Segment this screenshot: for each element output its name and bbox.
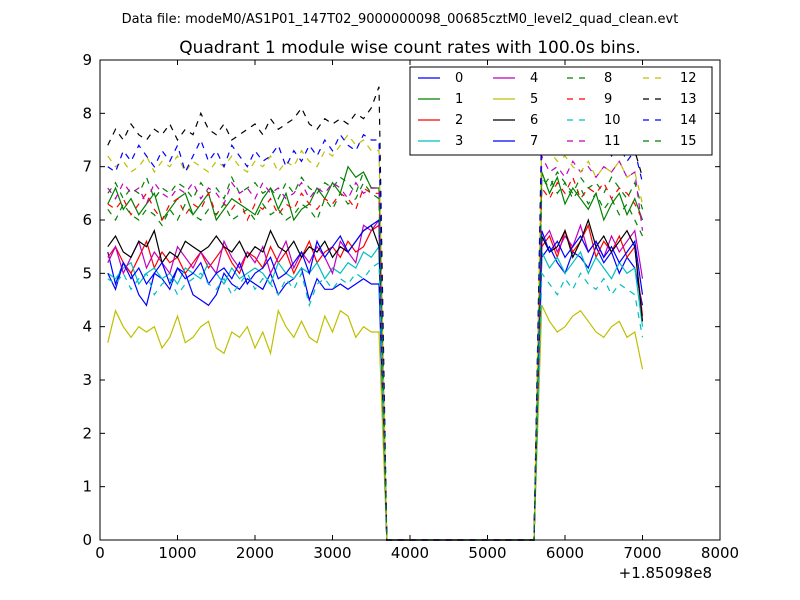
y-tick-label: 2 — [82, 424, 92, 442]
legend-label-1: 1 — [455, 92, 463, 107]
x-tick-label: 4000 — [391, 544, 429, 562]
series-line-9 — [107, 175, 644, 541]
series-line-15 — [107, 176, 644, 541]
legend-label-8: 8 — [604, 71, 612, 86]
x-tick-label: 6000 — [546, 544, 584, 562]
legend-label-10: 10 — [604, 113, 621, 128]
x-offset-label: +1.85098e8 — [619, 564, 712, 582]
series-line-0 — [107, 245, 644, 541]
series-line-10 — [107, 261, 644, 541]
legend-label-0: 0 — [455, 71, 463, 86]
y-tick-label: 4 — [82, 318, 92, 336]
legend-label-11: 11 — [604, 134, 621, 149]
x-tick-label: 3000 — [313, 544, 351, 562]
figure-suptitle: Data file: modeM0/AS1P01_147T02_90000000… — [122, 12, 679, 27]
series-line-4 — [107, 218, 644, 541]
legend-label-5: 5 — [530, 92, 538, 107]
legend-label-15: 15 — [680, 134, 697, 149]
y-tick-label: 9 — [82, 51, 92, 69]
legend-label-2: 2 — [455, 113, 463, 128]
y-tick-label: 6 — [82, 211, 92, 229]
legend-frame — [409, 66, 713, 156]
series-line-14 — [107, 122, 644, 541]
y-tick-label: 3 — [82, 371, 92, 389]
tick-labels: 0 1000 2000 3000 4000 5000 6000 7000 80000123456… — [82, 51, 739, 562]
legend-label-12: 12 — [680, 71, 697, 86]
legend-label-3: 3 — [455, 134, 463, 149]
x-tick-label: 7000 — [623, 544, 661, 562]
legend-label-6: 6 — [530, 113, 538, 128]
y-tick-label: 0 — [82, 531, 92, 549]
series-line-7 — [107, 218, 644, 541]
legend-label-4: 4 — [530, 71, 538, 86]
series-line-3 — [107, 244, 644, 541]
x-tick-label: 0 — [95, 544, 105, 562]
legend-label-7: 7 — [530, 134, 538, 149]
series-line-11 — [107, 155, 644, 541]
series-line-12 — [107, 133, 644, 541]
series-line-6 — [107, 218, 644, 541]
plot-frame — [99, 59, 721, 541]
legend-label-13: 13 — [680, 92, 697, 107]
y-tick-label: 1 — [82, 478, 92, 496]
y-tick-label: 5 — [82, 264, 92, 282]
y-tick-label: 8 — [82, 104, 92, 122]
x-tick-label: 5000 — [468, 544, 506, 562]
x-tick-label: 2000 — [236, 544, 274, 562]
x-tick-label: 1000 — [158, 544, 196, 562]
x-tick-label: 8000 — [701, 544, 739, 562]
y-tick-label: 7 — [82, 158, 92, 176]
series-line-5 — [107, 305, 644, 541]
chart-title: Quadrant 1 module wise count rates with … — [179, 38, 640, 58]
legend-label-9: 9 — [604, 92, 612, 107]
legend-label-14: 14 — [680, 113, 697, 128]
